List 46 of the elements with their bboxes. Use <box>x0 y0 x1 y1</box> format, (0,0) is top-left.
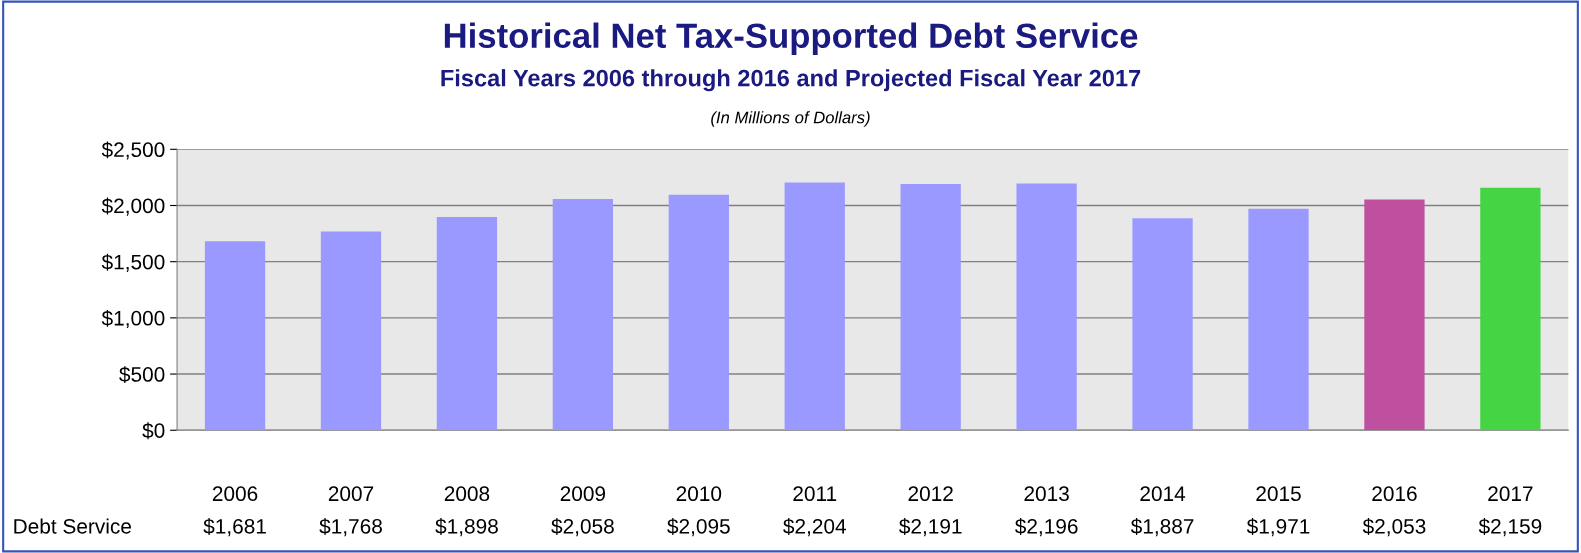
x-tick-label: 2008 <box>444 486 490 502</box>
data-label: $1,971 <box>1246 518 1310 537</box>
data-label: $2,191 <box>899 518 962 537</box>
x-tick-label: 2009 <box>560 486 606 502</box>
bar <box>1016 183 1077 431</box>
x-tick-label: 2011 <box>793 486 837 502</box>
text: (In Millions of Dollars) <box>711 111 870 127</box>
bar <box>204 241 266 431</box>
data-label: $2,095 <box>667 518 730 537</box>
text: Debt Service <box>14 518 131 534</box>
data-label: $1,898 <box>435 518 498 537</box>
x-tick-label: 2015 <box>1256 486 1301 502</box>
x-tick-label: 2013 <box>1024 486 1069 502</box>
bar <box>1480 187 1541 431</box>
y-tick-label: $0 <box>142 422 165 440</box>
x-tick-label: 2010 <box>676 486 722 502</box>
data-label: $1,768 <box>319 518 382 537</box>
data-label: $2,196 <box>1014 518 1078 537</box>
bar <box>1248 208 1309 431</box>
data-label: $2,159 <box>1478 518 1542 537</box>
y-tick-label: $1,500 <box>101 253 165 272</box>
x-tick-label: 2017 <box>1488 486 1533 502</box>
chart-subtitle: Fiscal Years 2006 through 2016 and Projected Fiscal Year 2017 <box>441 69 1141 92</box>
bar <box>1364 199 1425 431</box>
data-label: $1,681 <box>203 518 266 537</box>
bar <box>900 184 961 431</box>
bar <box>1132 218 1193 431</box>
y-tick-label: $500 <box>119 366 165 384</box>
y-tick-label: $2,500 <box>101 141 165 160</box>
data-label: $1,887 <box>1130 518 1194 537</box>
data-label: $2,058 <box>551 518 614 537</box>
bar <box>436 216 498 431</box>
data-label: $2,204 <box>783 518 846 537</box>
y-tick-label: $2,000 <box>101 197 165 216</box>
bar <box>552 198 614 431</box>
bar <box>320 231 382 431</box>
x-tick-label: 2012 <box>908 486 953 502</box>
bar <box>668 194 729 431</box>
y-tick-label: $1,000 <box>101 309 165 329</box>
x-tick-label: 2016 <box>1372 486 1417 502</box>
x-tick-label: 2006 <box>212 486 258 502</box>
data-label: $2,053 <box>1362 518 1426 537</box>
x-tick-label: 2007 <box>328 486 374 502</box>
x-tick-label: 2014 <box>1140 486 1186 502</box>
chart-title: Historical Net Tax-Supported Debt Service <box>444 22 1138 55</box>
bar <box>784 182 845 431</box>
